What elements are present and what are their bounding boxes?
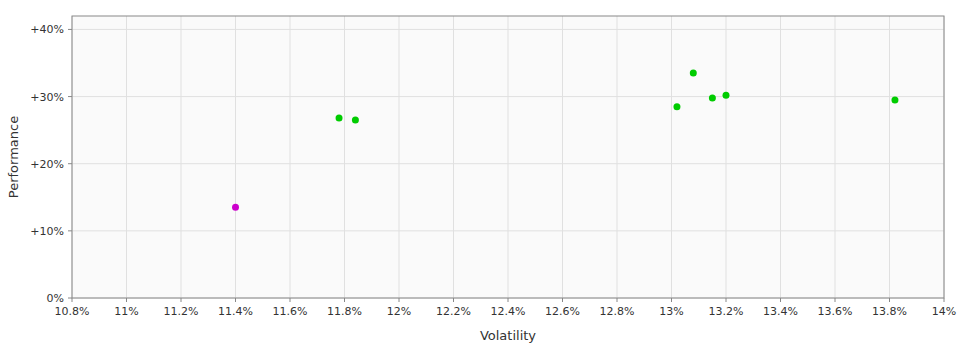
y-grid-line [72, 230, 944, 231]
y-axis-label: Performance [6, 116, 21, 198]
point [891, 96, 898, 103]
x-grid-line [181, 16, 182, 298]
y-tick [68, 96, 72, 97]
x-tick [780, 298, 781, 302]
x-tick-label: 11.6% [273, 305, 308, 318]
x-tick [508, 298, 509, 302]
x-tick-label: 13.2% [709, 305, 744, 318]
x-tick [344, 298, 345, 302]
x-tick-label: 12.2% [436, 305, 471, 318]
x-tick [399, 298, 400, 302]
x-tick-label: 14% [932, 305, 956, 318]
y-tick [68, 29, 72, 30]
points [232, 70, 898, 211]
x-tick-label: 13.6% [818, 305, 853, 318]
point [336, 115, 343, 122]
y-grid-line [72, 29, 944, 30]
y-tick [68, 230, 72, 231]
point [232, 204, 239, 211]
y-grid-line [72, 96, 944, 97]
x-grid-line [617, 16, 618, 298]
y-tick-label: 0% [47, 292, 64, 305]
x-tick [290, 298, 291, 302]
x-grid-line [453, 16, 454, 298]
x-tick-label: 11.8% [327, 305, 362, 318]
x-grid-line [889, 16, 890, 298]
x-grid-line [726, 16, 727, 298]
x-tick [617, 298, 618, 302]
x-grid-line [671, 16, 672, 298]
x-tick [453, 298, 454, 302]
x-tick [126, 298, 127, 302]
x-grid-line [344, 16, 345, 298]
x-tick-label: 13% [659, 305, 683, 318]
x-tick [72, 298, 73, 302]
x-grid-line [562, 16, 563, 298]
x-tick [235, 298, 236, 302]
x-grid-line [508, 16, 509, 298]
point [709, 94, 716, 101]
x-tick [889, 298, 890, 302]
y-tick-label: +20% [30, 158, 64, 171]
x-tick-label: 11.2% [164, 305, 199, 318]
x-grid-line [399, 16, 400, 298]
y-tick-label: +30% [30, 91, 64, 104]
x-tick [562, 298, 563, 302]
x-tick [835, 298, 836, 302]
point [690, 70, 697, 77]
plot-background [72, 16, 944, 298]
x-tick-label: 12.6% [545, 305, 580, 318]
y-tick [68, 163, 72, 164]
y-tick-label: +40% [30, 23, 64, 36]
x-grid-line [780, 16, 781, 298]
chart: 10.8% 11% 11.2% 11.4% 11.6% 11.8% 12% 12.2% 12.4… [0, 0, 966, 350]
y-tick [68, 298, 72, 299]
x-grid-line [290, 16, 291, 298]
point [723, 92, 730, 99]
x-tick [671, 298, 672, 302]
x-grid-line [835, 16, 836, 298]
x-tick-label: 11% [114, 305, 138, 318]
x-tick [726, 298, 727, 302]
x-tick-label: 12% [387, 305, 411, 318]
y-grid-line [72, 163, 944, 164]
x-tick-label: 10.8% [55, 305, 90, 318]
point [673, 103, 680, 110]
x-tick-label: 11.4% [218, 305, 253, 318]
x-grid-line [235, 16, 236, 298]
x-tick-label: 13.4% [763, 305, 798, 318]
x-tick [181, 298, 182, 302]
x-tick-label: 12.4% [491, 305, 526, 318]
x-tick [944, 298, 945, 302]
y-tick-label: +10% [30, 225, 64, 238]
plot-frame [72, 16, 944, 298]
grid [72, 16, 944, 298]
x-tick-label: 12.8% [600, 305, 635, 318]
axes: 10.8% 11% 11.2% 11.4% 11.6% 11.8% 12% 12.2% 12.4… [30, 23, 956, 318]
x-grid-line [126, 16, 127, 298]
x-tick-label: 13.8% [872, 305, 907, 318]
x-axis-label: Volatility [480, 328, 536, 343]
point [352, 117, 359, 124]
